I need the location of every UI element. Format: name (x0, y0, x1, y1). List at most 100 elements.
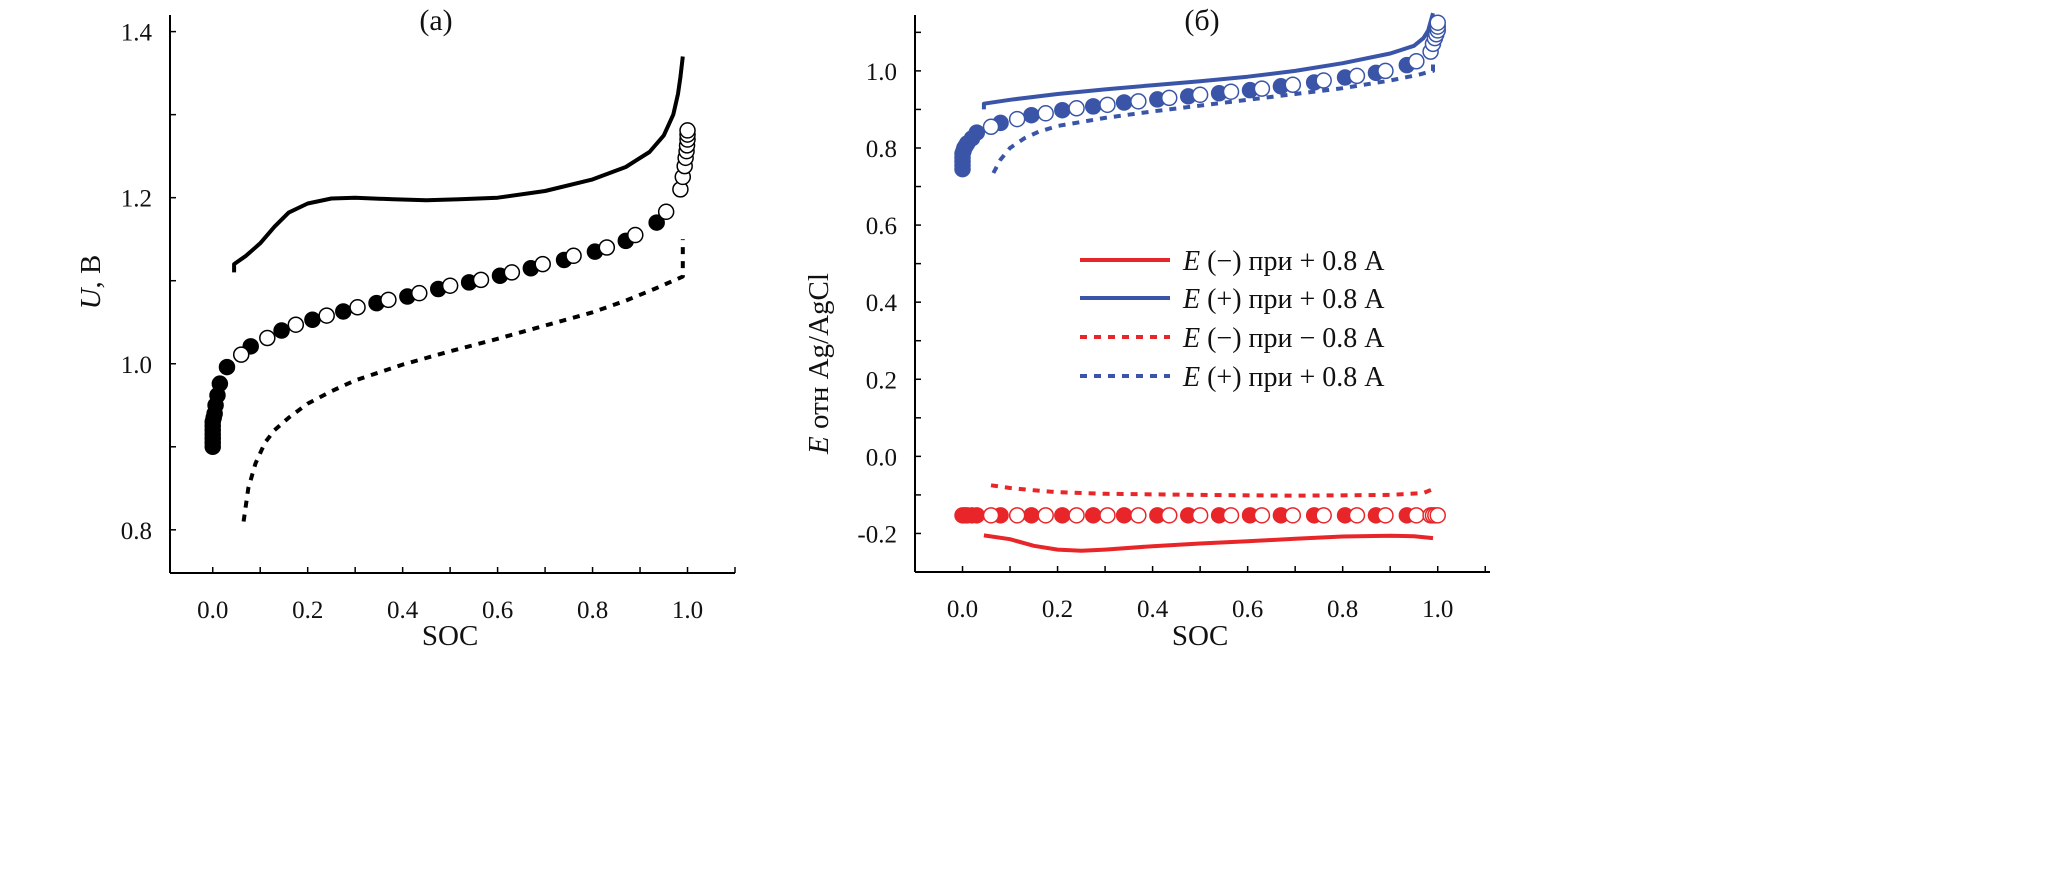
data-point (1099, 507, 1116, 524)
legend-label-text: (+) при + 0.8 A (1200, 284, 1385, 315)
legend-label-variable: E (1182, 362, 1200, 393)
y-tick-label: 1.0 (866, 59, 897, 86)
x-tick-label: 0.6 (482, 597, 513, 624)
y-tick-label: -0.2 (857, 521, 897, 548)
x-tick-label: 0.6 (1232, 596, 1263, 623)
data-point (679, 122, 696, 139)
data-point (1253, 507, 1271, 524)
series-line-solid (983, 533, 1434, 553)
series-line-solid (981, 12, 1435, 110)
series-line-dotted (990, 483, 1434, 498)
data-point (1130, 507, 1147, 524)
data-point (1084, 507, 1102, 524)
series-markers-filled-markers (204, 214, 665, 456)
data-point (1284, 76, 1302, 94)
y-axis-label-text: , В (75, 255, 107, 289)
legend-label: E (−) при + 0.8 A (1182, 246, 1385, 277)
data-point (1315, 507, 1332, 524)
data-point (968, 124, 986, 141)
data-point (287, 316, 305, 333)
legend-item: E (−) при − 0.8 A (1080, 323, 1385, 354)
data-point (982, 507, 1000, 524)
y-axis-label-variable: U (75, 286, 107, 309)
y-tick-label: 0.8 (866, 136, 897, 163)
x-tick-label: 0.2 (292, 597, 323, 624)
data-point (1084, 98, 1102, 115)
data-point (1348, 67, 1366, 85)
data-point (1348, 507, 1366, 524)
x-tick-label: 0.8 (1327, 596, 1358, 623)
x-tick-label: 1.0 (672, 597, 703, 624)
data-point (273, 322, 290, 339)
data-point (968, 507, 986, 524)
data-point (1115, 94, 1133, 111)
series-markers-open-markers (982, 507, 1446, 524)
panel-title: (a) (419, 4, 452, 37)
data-point (1160, 89, 1178, 107)
data-point (1315, 72, 1332, 89)
data-point (1115, 507, 1133, 524)
data-point (565, 247, 582, 265)
panel-title: (б) (1184, 4, 1219, 37)
x-axis-label: SOC (1172, 620, 1228, 652)
legend-label-text: (+) при + 0.8 A (1200, 362, 1385, 393)
y-axis-label: U, В (75, 255, 107, 310)
legend-label: E (+) при + 0.8 A (1182, 284, 1385, 315)
data-point (598, 239, 616, 256)
y-axis-label: E отн Ag/AgCl (803, 273, 835, 455)
data-point (534, 255, 551, 273)
data-point (1068, 507, 1085, 524)
data-point (1054, 101, 1071, 119)
data-point (1023, 507, 1040, 524)
x-tick-label: 0.8 (577, 597, 608, 624)
legend-label-text: (−) при + 0.8 A (1200, 246, 1385, 277)
legend-label-text: (−) при − 0.8 A (1200, 323, 1385, 354)
legend-label-variable: E (1182, 246, 1200, 277)
data-point (232, 346, 250, 363)
y-tick-label: 0.0 (866, 444, 897, 471)
panel-a: 0.0 0.2 0.4 0.6 0.8 1.0 0.8 1.0 1.2 1.4 (a) SOC U, В (75, 4, 736, 652)
data-point (1008, 110, 1026, 128)
data-point (349, 299, 366, 316)
data-point (259, 329, 276, 347)
data-point (218, 358, 236, 376)
x-tick-label: 0.0 (197, 597, 228, 624)
data-point (657, 203, 675, 221)
y-tick-label: 0.8 (121, 518, 152, 545)
y-tick-label: 1.4 (121, 20, 153, 47)
data-point (1191, 507, 1209, 524)
data-point (1037, 507, 1054, 524)
y-tick-label: 1.2 (121, 186, 152, 213)
data-point (318, 307, 335, 324)
data-point (472, 271, 490, 289)
data-point (1054, 507, 1071, 524)
data-point (211, 375, 229, 392)
data-point (1023, 106, 1040, 124)
data-point (1408, 507, 1425, 524)
data-point (1037, 105, 1054, 122)
data-point (1160, 507, 1178, 524)
panel-b: 0.0 0.2 0.4 0.6 0.8 1.0 -0.2 0.0 0.2 0.4 0.6 0.8 1.0… (803, 4, 1490, 652)
legend-item: E (+) при + 0.8 A (1080, 362, 1385, 393)
y-tick-label: 1.0 (121, 352, 152, 379)
y-tick-label: 0.2 (866, 367, 897, 394)
data-point (304, 311, 321, 328)
series-line-solid (232, 56, 685, 273)
data-point (1191, 86, 1209, 104)
y-axis-label-variable: E (803, 436, 835, 455)
data-point (411, 284, 428, 302)
x-tick-label: 0.4 (1137, 596, 1169, 623)
series-line-dotted (241, 239, 685, 522)
y-axis-label-text: отн Ag/AgCl (803, 273, 835, 436)
data-point (1099, 96, 1116, 114)
legend-label-variable: E (1182, 284, 1200, 315)
x-tick-label: 0.4 (387, 597, 419, 624)
legend-item: E (−) при + 0.8 A (1080, 246, 1385, 277)
legend-label: E (+) при + 0.8 A (1182, 362, 1385, 393)
data-point (1429, 507, 1446, 524)
x-axis-label: SOC (422, 620, 478, 652)
data-point (1130, 93, 1147, 110)
data-point (335, 303, 352, 320)
data-point (380, 291, 397, 309)
